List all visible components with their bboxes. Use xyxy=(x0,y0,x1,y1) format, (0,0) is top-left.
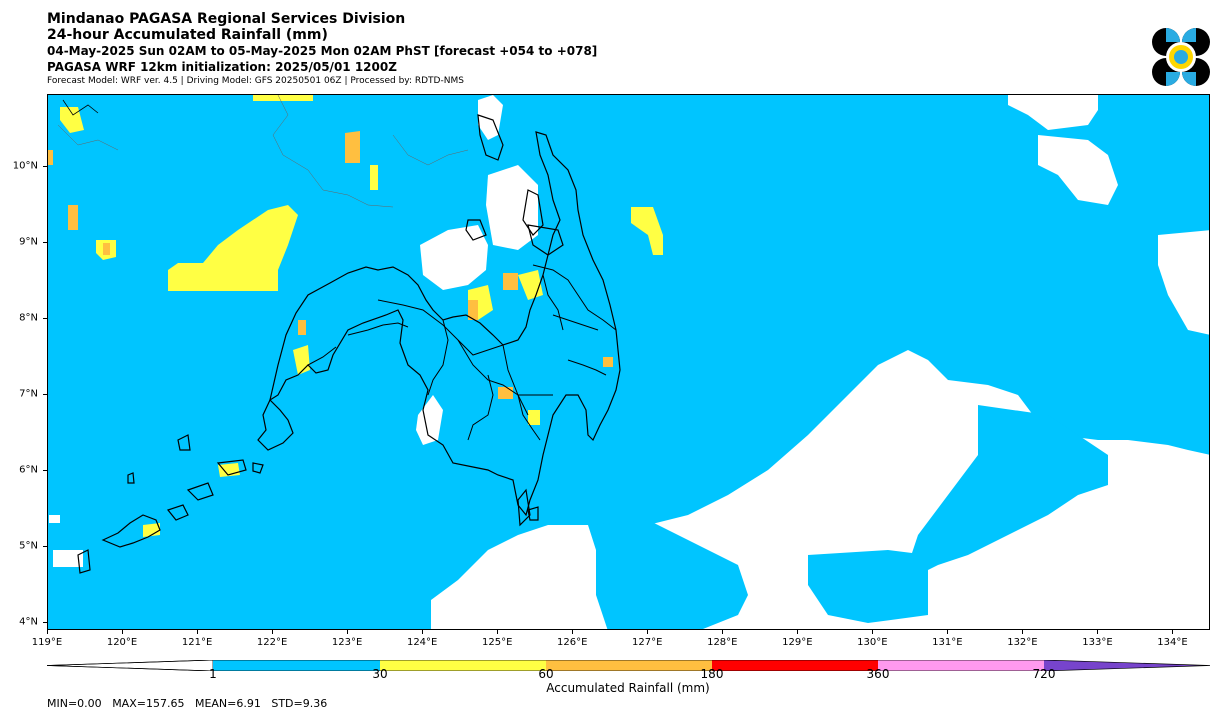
x-tick-label: 124°E xyxy=(406,637,438,648)
x-tick-mark xyxy=(947,630,949,634)
x-tick-mark xyxy=(872,630,874,634)
x-tick-label: 119°E xyxy=(31,637,63,648)
pagasa-logo-icon xyxy=(1150,27,1212,87)
initialization-info: PAGASA WRF 12km initialization: 2025/05/… xyxy=(47,60,397,74)
stat-min: MIN=0.00 xyxy=(47,697,102,710)
colorbar-title: Accumulated Rainfall (mm) xyxy=(546,681,710,695)
x-tick-label: 129°E xyxy=(782,637,813,648)
colorbar-bin-360-720 xyxy=(878,660,1044,671)
colorbar-bin-30-60 xyxy=(380,660,546,671)
x-tick-mark xyxy=(647,630,649,634)
stat-max: MAX=157.65 xyxy=(112,697,185,710)
y-tick-mark xyxy=(43,470,47,472)
x-tick-mark xyxy=(1022,630,1024,634)
colorbar-label: 60 xyxy=(538,667,554,681)
x-tick-label: 122°E xyxy=(256,637,288,648)
colorbar-label: 30 xyxy=(372,667,388,681)
x-tick-mark xyxy=(272,630,274,634)
x-tick-label: 130°E xyxy=(857,637,888,648)
rainfall-map xyxy=(47,94,1210,630)
y-tick-label: 6°N xyxy=(19,464,38,476)
y-tick-label: 8°N xyxy=(19,312,38,324)
colorbar-label: 360 xyxy=(866,667,890,681)
colorbar-above xyxy=(1044,660,1210,671)
x-tick-label: 134°E xyxy=(1157,637,1188,648)
colorbar-label: 180 xyxy=(700,667,724,681)
y-tick-label: 7°N xyxy=(19,388,38,400)
valid-period: 04-May-2025 Sun 02AM to 05-May-2025 Mon … xyxy=(47,44,598,58)
y-tick-mark xyxy=(43,166,47,168)
x-tick-label: 125°E xyxy=(481,637,513,648)
stat-std: STD=9.36 xyxy=(271,697,328,710)
y-tick-mark xyxy=(43,394,47,396)
x-tick-mark xyxy=(1097,630,1099,634)
model-info: Forecast Model: WRF ver. 4.5 | Driving M… xyxy=(47,76,464,86)
x-tick-mark xyxy=(122,630,124,634)
x-tick-mark xyxy=(197,630,199,634)
grid-country-lines xyxy=(57,95,469,208)
y-tick-label: 10°N xyxy=(12,160,38,172)
x-tick-label: 128°E xyxy=(707,637,738,648)
province-boundaries xyxy=(307,264,617,441)
colorbar-label: 1 xyxy=(209,667,217,681)
colorbar-bin-1-30 xyxy=(213,660,380,671)
colorbar-bin-60-180 xyxy=(546,660,712,671)
stat-mean: MEAN=6.91 xyxy=(194,697,261,710)
statistics: MIN=0.00 MAX=157.65 MEAN=6.91 STD=9.36 xyxy=(47,697,327,710)
x-tick-mark xyxy=(797,630,799,634)
x-tick-mark xyxy=(572,630,574,634)
y-tick-label: 5°N xyxy=(19,540,38,552)
no-rain-areas xyxy=(49,95,1209,629)
x-tick-mark xyxy=(422,630,424,634)
x-tick-mark xyxy=(1172,630,1174,634)
x-tick-mark xyxy=(497,630,499,634)
y-tick-mark xyxy=(43,242,47,244)
moderate-rain-areas xyxy=(60,95,663,537)
x-tick-mark xyxy=(722,630,724,634)
x-tick-label: 132°E xyxy=(1007,637,1038,648)
y-tick-label: 4°N xyxy=(19,616,38,628)
x-tick-label: 121°E xyxy=(181,637,213,648)
x-tick-label: 127°E xyxy=(632,637,663,648)
x-tick-mark xyxy=(347,630,349,634)
x-tick-label: 120°E xyxy=(106,637,138,648)
y-tick-mark xyxy=(43,546,47,548)
colorbar-below xyxy=(46,659,214,672)
x-tick-mark xyxy=(47,630,48,634)
x-tick-label: 131°E xyxy=(932,637,963,648)
colorbar-label: 720 xyxy=(1032,667,1056,681)
x-tick-label: 126°E xyxy=(557,637,588,648)
heavy-rain-areas xyxy=(48,131,613,399)
coastlines xyxy=(62,99,621,574)
map-subtitle: 24-hour Accumulated Rainfall (mm) xyxy=(47,27,328,43)
y-tick-mark xyxy=(43,622,47,624)
colorbar-bin-180-360 xyxy=(712,660,878,671)
map-title: Mindanao PAGASA Regional Services Divisi… xyxy=(47,11,406,27)
x-tick-label: 123°E xyxy=(331,637,363,648)
y-tick-mark xyxy=(43,318,47,320)
x-tick-label: 133°E xyxy=(1082,637,1113,648)
y-tick-label: 9°N xyxy=(19,236,38,248)
